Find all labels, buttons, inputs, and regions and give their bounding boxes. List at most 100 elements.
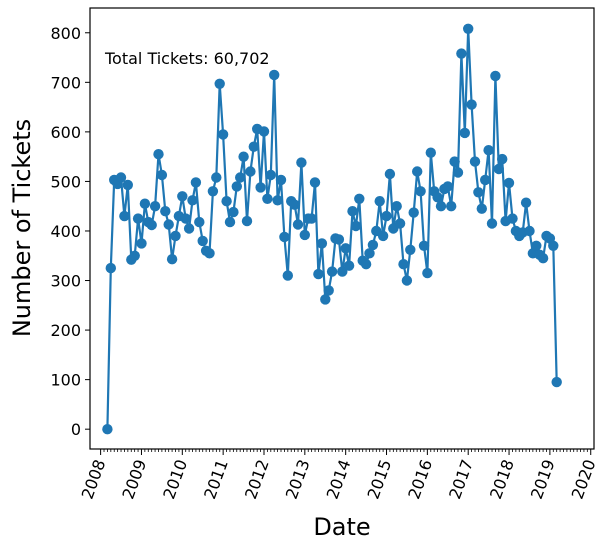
data-point bbox=[537, 253, 549, 264]
data-point bbox=[367, 239, 379, 251]
data-point bbox=[469, 156, 481, 167]
data-point bbox=[503, 177, 515, 189]
y-tick-label: 700 bbox=[50, 73, 81, 92]
data-point bbox=[548, 240, 559, 251]
data-point bbox=[490, 70, 501, 82]
data-point bbox=[255, 182, 266, 193]
data-point bbox=[405, 244, 416, 255]
y-tick-label: 600 bbox=[50, 123, 81, 142]
data-point bbox=[459, 127, 470, 139]
data-point bbox=[228, 206, 239, 218]
series-layer bbox=[102, 23, 562, 435]
data-point bbox=[480, 174, 491, 186]
data-point bbox=[204, 248, 215, 259]
data-point bbox=[551, 376, 562, 388]
data-point bbox=[354, 193, 365, 204]
data-point bbox=[275, 174, 287, 186]
data-point bbox=[313, 268, 324, 280]
data-point bbox=[381, 210, 392, 222]
data-point bbox=[306, 213, 317, 224]
data-point bbox=[452, 167, 464, 178]
x-tick-label: 2010 bbox=[159, 457, 191, 502]
y-tick-label: 300 bbox=[50, 272, 81, 291]
data-point bbox=[432, 192, 443, 203]
data-point bbox=[163, 219, 174, 230]
data-point bbox=[262, 193, 273, 204]
data-point bbox=[129, 250, 140, 261]
data-point bbox=[292, 219, 304, 230]
data-point bbox=[333, 234, 345, 245]
data-point bbox=[524, 225, 535, 237]
x-tick-label: 2018 bbox=[486, 457, 518, 502]
data-point bbox=[272, 195, 283, 206]
data-point bbox=[476, 203, 487, 214]
data-point bbox=[497, 153, 508, 165]
data-point bbox=[493, 163, 504, 175]
data-point bbox=[347, 206, 358, 217]
data-point bbox=[337, 266, 348, 277]
data-point bbox=[374, 196, 385, 207]
data-point bbox=[299, 229, 310, 241]
x-tick-label: 2009 bbox=[118, 457, 150, 502]
data-point bbox=[217, 129, 229, 140]
data-point bbox=[507, 213, 518, 224]
data-point bbox=[320, 294, 331, 305]
data-point bbox=[384, 168, 396, 180]
data-point bbox=[146, 219, 157, 231]
x-tick-label: 2012 bbox=[241, 457, 273, 502]
y-tick-label: 0 bbox=[71, 420, 81, 439]
data-point bbox=[231, 181, 242, 192]
x-tick-label: 2008 bbox=[78, 457, 110, 502]
data-point bbox=[235, 172, 246, 183]
data-point bbox=[194, 216, 205, 228]
data-point bbox=[221, 196, 232, 207]
data-point bbox=[398, 259, 409, 270]
x-tick-label: 2016 bbox=[404, 457, 436, 502]
data-point bbox=[323, 285, 334, 296]
data-point bbox=[483, 145, 494, 156]
data-point bbox=[160, 206, 171, 217]
y-tick-label: 400 bbox=[50, 222, 81, 241]
data-point bbox=[449, 156, 460, 167]
data-point bbox=[177, 191, 188, 202]
data-point bbox=[531, 240, 542, 251]
data-point bbox=[473, 187, 484, 198]
data-point bbox=[119, 210, 130, 222]
series-line bbox=[106, 27, 558, 430]
data-point bbox=[132, 213, 144, 224]
data-point bbox=[463, 23, 474, 34]
data-point bbox=[343, 260, 355, 271]
data-point bbox=[136, 238, 147, 249]
data-point bbox=[153, 149, 164, 160]
data-point bbox=[309, 177, 321, 188]
data-point bbox=[289, 199, 300, 210]
data-point bbox=[466, 99, 477, 110]
data-point bbox=[241, 215, 253, 227]
data-point bbox=[122, 179, 133, 191]
data-point bbox=[139, 198, 151, 209]
data-point bbox=[248, 141, 259, 152]
data-point bbox=[180, 213, 191, 224]
data-point bbox=[282, 270, 293, 281]
data-point bbox=[435, 201, 447, 212]
x-tick-label: 2015 bbox=[363, 457, 395, 502]
y-tick-label: 800 bbox=[50, 24, 81, 43]
data-point bbox=[377, 230, 389, 242]
data-point bbox=[425, 147, 436, 158]
x-axis-title: Date bbox=[313, 513, 370, 538]
data-point bbox=[190, 177, 202, 188]
x-tick-label: 2014 bbox=[323, 457, 355, 502]
data-point bbox=[245, 166, 256, 177]
data-point bbox=[170, 230, 181, 242]
data-point bbox=[149, 201, 161, 212]
data-point bbox=[156, 169, 168, 181]
data-point bbox=[279, 231, 290, 243]
y-tick-label: 500 bbox=[50, 172, 81, 191]
data-point bbox=[296, 157, 307, 168]
data-point bbox=[269, 69, 280, 81]
data-point bbox=[265, 169, 276, 181]
x-tick-label: 2017 bbox=[445, 457, 477, 502]
data-point bbox=[446, 201, 457, 212]
data-point bbox=[412, 166, 423, 177]
